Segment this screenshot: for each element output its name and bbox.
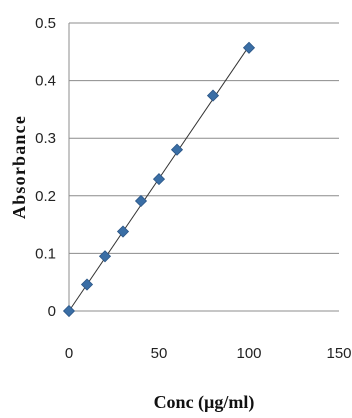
y-tick-label: 0.1 [35, 245, 56, 262]
x-tick-label: 50 [151, 345, 168, 362]
data-point [80, 278, 94, 291]
x-tick-label: 0 [65, 345, 73, 362]
data-points [62, 41, 256, 318]
data-point [206, 89, 220, 102]
y-tick-label: 0.2 [35, 188, 56, 205]
data-point [116, 225, 130, 238]
x-axis-title: Conc (µg/ml) [154, 392, 255, 413]
y-axis-title: Absorbance [9, 115, 29, 219]
gridlines [69, 22, 339, 254]
data-point [98, 250, 112, 263]
y-tick-label: 0.5 [35, 15, 56, 32]
y-tick-labels: 0 0.1 0.2 0.3 0.4 0.5 [35, 15, 56, 320]
y-tick-label: 0 [48, 303, 56, 320]
y-tick-label: 0.3 [35, 130, 56, 147]
y-tick-label: 0.4 [35, 73, 56, 90]
data-point [242, 41, 256, 54]
data-point [170, 143, 184, 156]
data-point [134, 194, 148, 208]
x-tick-labels: 0 50 100 150 [65, 345, 352, 362]
data-point [62, 304, 76, 318]
x-tick-label: 150 [326, 345, 351, 362]
x-tick-label: 100 [236, 345, 261, 362]
data-point [152, 173, 166, 186]
